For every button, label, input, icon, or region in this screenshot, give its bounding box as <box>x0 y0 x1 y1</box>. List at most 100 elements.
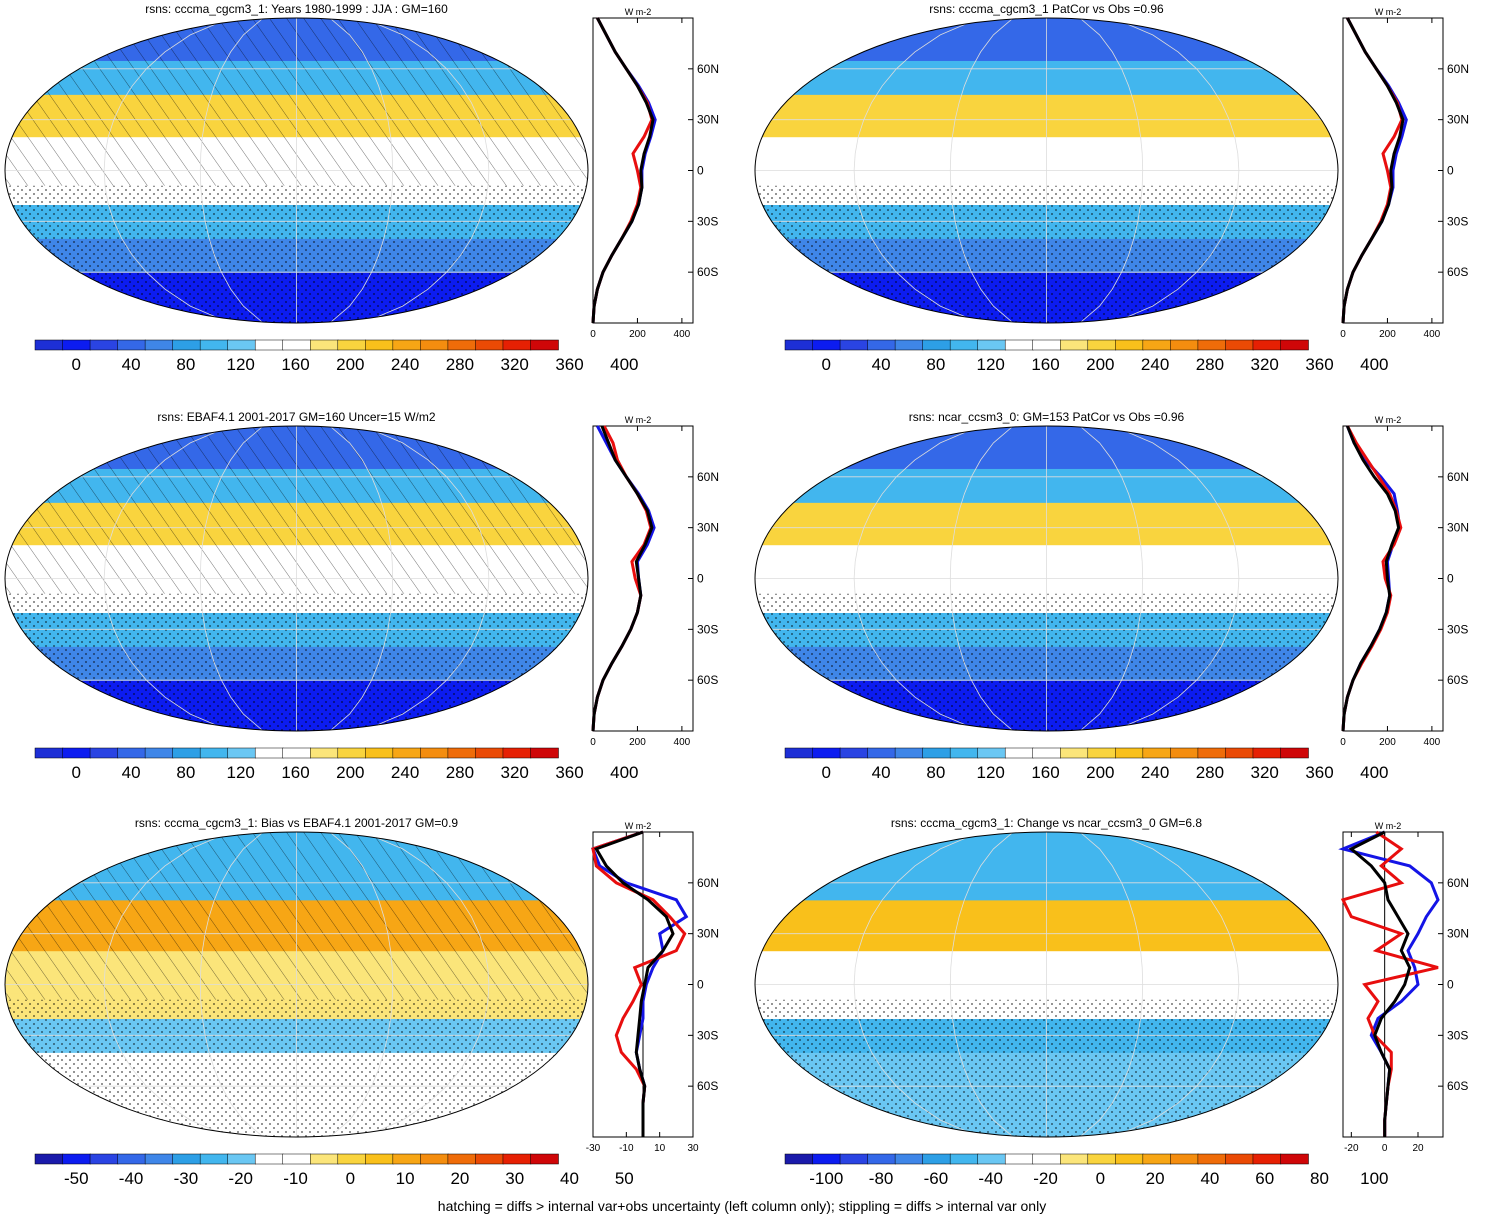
colorbar-swatch <box>337 747 367 759</box>
colorbar-tick-label: 400 <box>1360 763 1388 782</box>
model-series-line <box>591 425 654 732</box>
lat-tick-label: 60S <box>1447 1079 1468 1093</box>
colorbar-tick-label: -30 <box>174 1169 199 1188</box>
colorbar-tick-label: 320 <box>1251 763 1279 782</box>
lat-tick-label: 0 <box>697 572 704 586</box>
colorbar-swatch <box>227 1153 256 1165</box>
colorbar-tick-label: 360 <box>555 763 583 782</box>
colorbar-tick-label: 200 <box>336 763 364 782</box>
map-title: rsns: cccma_cgcm3_1: Years 1980-1999 : J… <box>145 2 448 16</box>
zonal-mean-unit: W m-2 <box>1375 7 1402 17</box>
colorbar-swatch <box>530 747 559 759</box>
colorbar-swatch <box>1280 1153 1309 1165</box>
colorbar-tick-label: -20 <box>228 1169 253 1188</box>
lat-tick-label: 0 <box>1447 164 1454 178</box>
colorbar-tick-label: 80 <box>176 763 195 782</box>
graticule-lon <box>362 832 490 1137</box>
lat-tick-label: 60N <box>697 470 719 484</box>
x-tick-label: 0 <box>590 737 596 748</box>
colorbar-swatch <box>1170 1153 1199 1165</box>
colorbar-swatch <box>1225 339 1254 351</box>
lat-tick-label: 60N <box>1447 62 1469 76</box>
colorbar-swatch <box>475 339 504 351</box>
colorbar-swatch <box>922 1153 951 1165</box>
colorbar-tick-label: 0 <box>346 1169 355 1188</box>
colorbar-swatch <box>949 747 979 759</box>
graticule-lon <box>103 18 231 323</box>
colorbar-swatch <box>420 747 449 759</box>
colorbar-tick-label: 280 <box>446 355 474 374</box>
colorbar-swatch <box>62 747 91 759</box>
colorbar-tick-label: 240 <box>391 355 419 374</box>
colorbar-swatch <box>1280 339 1309 351</box>
colorbar-tick-label: 320 <box>501 763 529 782</box>
x-tick-label: 200 <box>1379 329 1396 340</box>
graticule-lon <box>1079 832 1144 1137</box>
colorbar-swatch <box>62 339 91 351</box>
graticule-lon <box>329 18 394 323</box>
colorbar-tick-label: 360 <box>1305 355 1333 374</box>
map-outline <box>4 831 589 1138</box>
colorbar-swatch <box>867 339 896 351</box>
lat-tick-label: 60S <box>1447 673 1468 687</box>
zonal-mean-frame <box>592 425 694 732</box>
colorbar-swatch <box>812 339 841 351</box>
map-field <box>755 18 1338 323</box>
lat-tick-label: 60N <box>1447 470 1469 484</box>
colorbar-swatch <box>784 1153 814 1165</box>
model-series-line <box>591 17 655 324</box>
colorbar-tick-label: 280 <box>446 763 474 782</box>
colorbar-swatch <box>199 747 229 759</box>
colorbar-swatch <box>365 339 394 351</box>
map-outline <box>754 831 1339 1138</box>
colorbar-swatch <box>1252 747 1282 759</box>
lat-tick-label: 30S <box>1447 1028 1468 1042</box>
x-tick-label: -10 <box>619 1143 634 1154</box>
colorbar-swatch <box>282 1153 312 1165</box>
colorbar-tick-label: 200 <box>1086 763 1114 782</box>
colorbar-tick-label: 160 <box>1031 355 1059 374</box>
colorbar-swatch <box>530 1153 559 1165</box>
colorbar-swatch <box>144 339 174 351</box>
colorbar-swatch <box>1115 1153 1144 1165</box>
lat-tick-label: 60S <box>1447 265 1468 279</box>
lat-tick-label: 60N <box>1447 876 1469 890</box>
colorbar-swatch <box>894 339 924 351</box>
zonal-mean-unit: W m-2 <box>625 415 652 425</box>
colorbar-tick-label: -40 <box>978 1169 1003 1188</box>
colorbar-swatch <box>254 339 284 351</box>
x-tick-label: -30 <box>586 1143 601 1154</box>
colorbar-swatch <box>310 1153 339 1165</box>
colorbar-swatch <box>894 1153 924 1165</box>
colorbar-tick-label: 280 <box>1196 763 1224 782</box>
colorbar-swatch <box>839 339 869 351</box>
graticule-lon <box>362 426 490 731</box>
colorbar-tick-label: 360 <box>555 355 583 374</box>
colorbar-swatch <box>1004 747 1034 759</box>
colorbar-swatch <box>949 339 979 351</box>
colorbar-swatch <box>502 747 532 759</box>
lat-tick-label: 0 <box>697 164 704 178</box>
colorbar-swatch <box>502 339 532 351</box>
map-outline <box>4 17 589 324</box>
colorbar-swatch <box>172 339 201 351</box>
lat-tick-label: 30N <box>1447 521 1469 535</box>
x-tick-label: 200 <box>629 329 646 340</box>
lat-tick-label: 30S <box>1447 622 1468 636</box>
colorbar-tick-label: 40 <box>1200 1169 1219 1188</box>
x-tick-label: 0 <box>1340 737 1346 748</box>
colorbar-tick-label: 0 <box>822 763 831 782</box>
colorbar-tick-label: 10 <box>396 1169 415 1188</box>
colorbar-swatch <box>144 1153 174 1165</box>
panel-3: rsns: EBAF4.1 2001-2017 GM=160 Uncer=15 … <box>4 410 719 782</box>
colorbar-swatch <box>310 747 339 759</box>
colorbar-tick-label: -100 <box>809 1169 843 1188</box>
colorbar-swatch <box>420 1153 449 1165</box>
colorbar-tick-label: 100 <box>1360 1169 1388 1188</box>
colorbar-tick-label: 50 <box>615 1169 634 1188</box>
colorbar-swatch <box>977 747 1006 759</box>
colorbar-swatch <box>34 747 64 759</box>
colorbar-swatch <box>784 747 814 759</box>
colorbar-tick-label: 40 <box>122 355 141 374</box>
panel-4: rsns: ncar_ccsm3_0: GM=153 PatCor vs Obs… <box>754 410 1469 782</box>
